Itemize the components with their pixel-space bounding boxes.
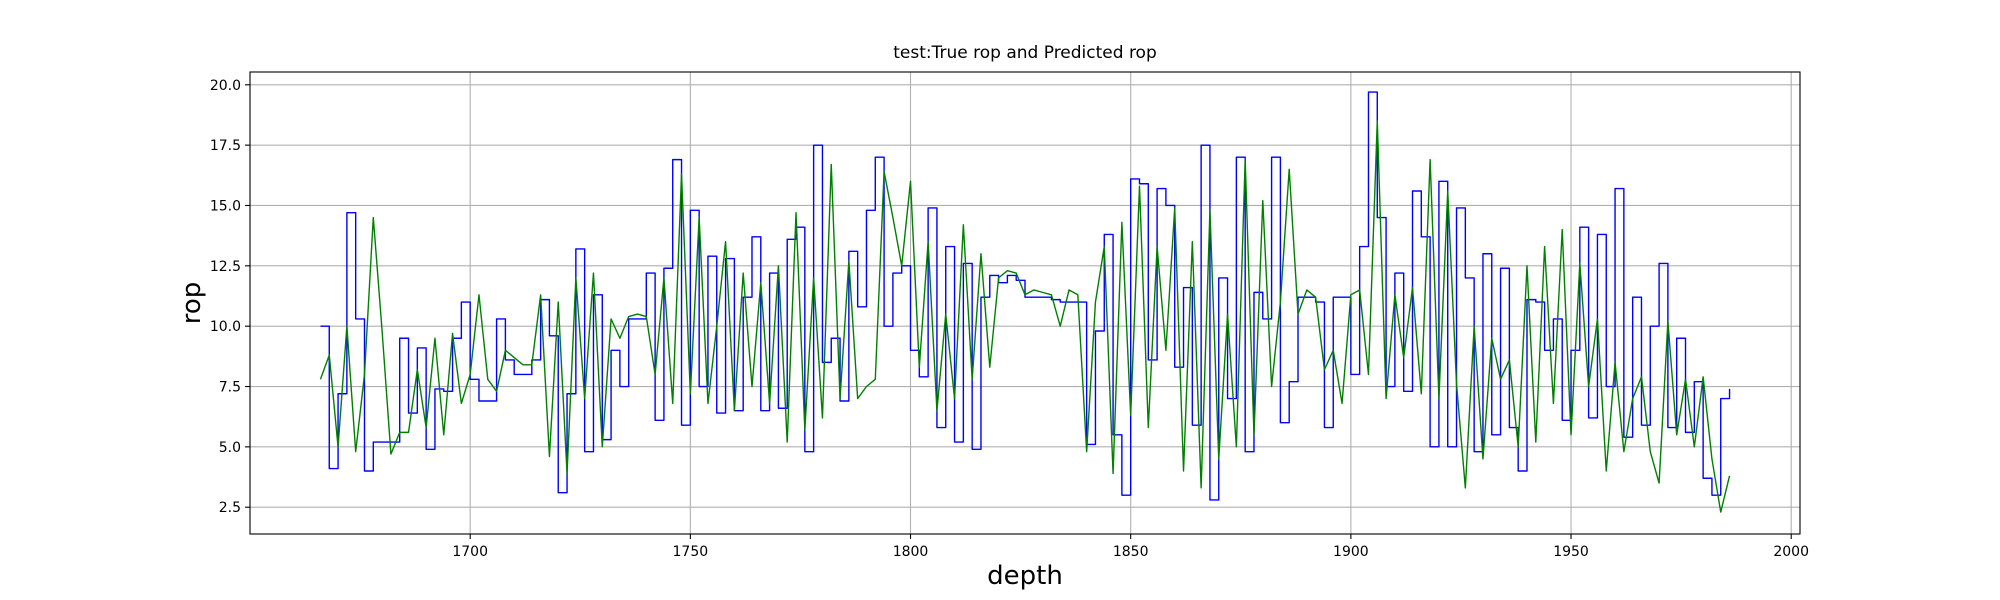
y-tick-label: 10.0: [210, 319, 241, 335]
chart-title: test:True rop and Predicted rop: [893, 43, 1157, 63]
x-tick-label: 1900: [1333, 544, 1369, 560]
plot-frame: [249, 71, 1801, 535]
y-axis-label: rop: [177, 282, 207, 325]
y-tick-label: 20.0: [210, 78, 241, 94]
y-tick-label: 15.0: [210, 198, 241, 214]
y-tick-label: 2.5: [219, 500, 241, 516]
x-tick-label: 1850: [1113, 544, 1149, 560]
x-axis-label: depth: [987, 561, 1063, 591]
y-tick-label: 12.5: [210, 259, 241, 275]
x-tick-label: 1800: [893, 544, 929, 560]
series-line: [320, 91, 1731, 501]
x-tick-label: 1750: [673, 544, 709, 560]
y-tick-label: 17.5: [210, 138, 241, 154]
series-line: [319, 120, 1731, 513]
x-tick-label: 2000: [1773, 544, 1809, 560]
y-tick-label: 7.5: [219, 380, 241, 396]
x-tick-label: 1950: [1553, 544, 1589, 560]
y-tick-label: 5.0: [219, 440, 241, 456]
x-tick-label: 1700: [452, 544, 488, 560]
